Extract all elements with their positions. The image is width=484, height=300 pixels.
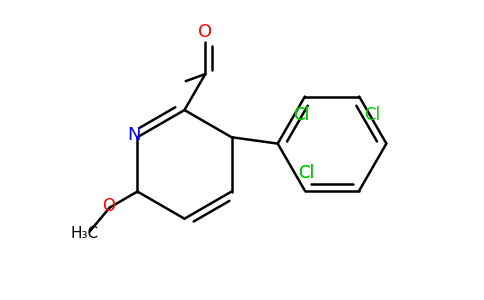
Text: O: O bbox=[198, 23, 212, 41]
Text: O: O bbox=[102, 197, 115, 215]
Text: Cl: Cl bbox=[294, 106, 310, 124]
Text: Cl: Cl bbox=[364, 106, 380, 124]
Text: N: N bbox=[127, 126, 140, 144]
Text: H₃C: H₃C bbox=[70, 226, 98, 241]
Text: Cl: Cl bbox=[299, 164, 315, 182]
Text: Cl: Cl bbox=[299, 164, 315, 182]
Text: Cl: Cl bbox=[294, 106, 310, 124]
